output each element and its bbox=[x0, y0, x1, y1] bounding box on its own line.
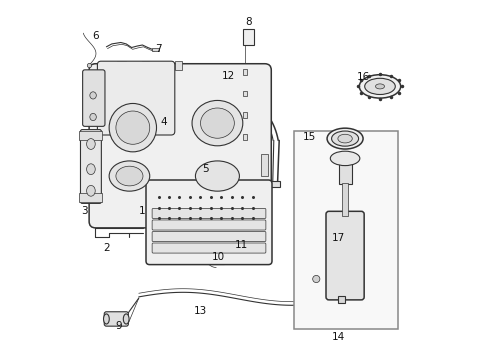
Ellipse shape bbox=[200, 108, 234, 138]
Bar bbox=[79, 131, 102, 140]
Text: 1: 1 bbox=[139, 206, 146, 216]
Bar bbox=[243, 112, 247, 118]
Bar bbox=[143, 61, 149, 70]
Text: 5: 5 bbox=[202, 164, 209, 174]
Bar bbox=[79, 193, 102, 202]
Text: 8: 8 bbox=[245, 17, 252, 27]
Ellipse shape bbox=[116, 166, 143, 186]
Bar bbox=[342, 183, 348, 216]
Bar bbox=[243, 91, 247, 96]
Circle shape bbox=[313, 275, 320, 283]
Ellipse shape bbox=[123, 314, 129, 324]
FancyBboxPatch shape bbox=[80, 130, 101, 203]
Bar bbox=[243, 29, 254, 45]
Ellipse shape bbox=[332, 131, 359, 146]
FancyBboxPatch shape bbox=[152, 208, 266, 219]
Text: 9: 9 bbox=[116, 321, 122, 331]
Ellipse shape bbox=[375, 84, 385, 89]
Ellipse shape bbox=[109, 103, 156, 152]
Text: 16: 16 bbox=[357, 72, 370, 82]
FancyBboxPatch shape bbox=[98, 61, 175, 135]
FancyBboxPatch shape bbox=[89, 64, 271, 228]
Ellipse shape bbox=[116, 111, 150, 144]
FancyBboxPatch shape bbox=[146, 180, 272, 265]
FancyBboxPatch shape bbox=[326, 211, 364, 300]
FancyBboxPatch shape bbox=[83, 70, 105, 126]
Text: 10: 10 bbox=[212, 252, 224, 262]
Text: 6: 6 bbox=[92, 31, 99, 41]
Ellipse shape bbox=[359, 75, 401, 98]
Text: 4: 4 bbox=[161, 117, 167, 127]
Text: 3: 3 bbox=[81, 206, 88, 216]
FancyBboxPatch shape bbox=[104, 312, 128, 326]
FancyBboxPatch shape bbox=[152, 243, 266, 253]
Bar bbox=[152, 48, 159, 51]
Ellipse shape bbox=[103, 314, 109, 324]
Ellipse shape bbox=[87, 139, 95, 149]
FancyBboxPatch shape bbox=[152, 220, 266, 230]
Bar bbox=[261, 154, 269, 176]
Ellipse shape bbox=[338, 134, 352, 143]
Ellipse shape bbox=[90, 92, 97, 99]
Ellipse shape bbox=[330, 151, 360, 166]
Ellipse shape bbox=[87, 185, 95, 196]
Text: 12: 12 bbox=[222, 71, 235, 81]
Text: 17: 17 bbox=[332, 233, 345, 243]
Text: 13: 13 bbox=[194, 306, 207, 316]
Ellipse shape bbox=[365, 78, 395, 94]
Bar bbox=[175, 61, 182, 70]
FancyBboxPatch shape bbox=[152, 231, 266, 242]
Ellipse shape bbox=[109, 161, 150, 191]
Bar bbox=[338, 296, 345, 303]
Ellipse shape bbox=[192, 100, 243, 146]
Ellipse shape bbox=[196, 161, 240, 191]
Ellipse shape bbox=[327, 128, 363, 149]
Bar bbox=[339, 158, 351, 184]
Text: 7: 7 bbox=[155, 44, 162, 54]
Text: 2: 2 bbox=[103, 243, 110, 253]
Text: 11: 11 bbox=[235, 240, 248, 250]
Ellipse shape bbox=[90, 113, 97, 121]
Bar bbox=[117, 61, 126, 70]
Bar bbox=[243, 69, 247, 75]
Bar bbox=[271, 181, 280, 187]
Circle shape bbox=[87, 63, 92, 68]
Text: 14: 14 bbox=[332, 332, 345, 342]
Bar bbox=[294, 131, 398, 329]
Ellipse shape bbox=[87, 164, 95, 175]
Bar bbox=[243, 134, 247, 140]
Text: 15: 15 bbox=[303, 132, 317, 142]
